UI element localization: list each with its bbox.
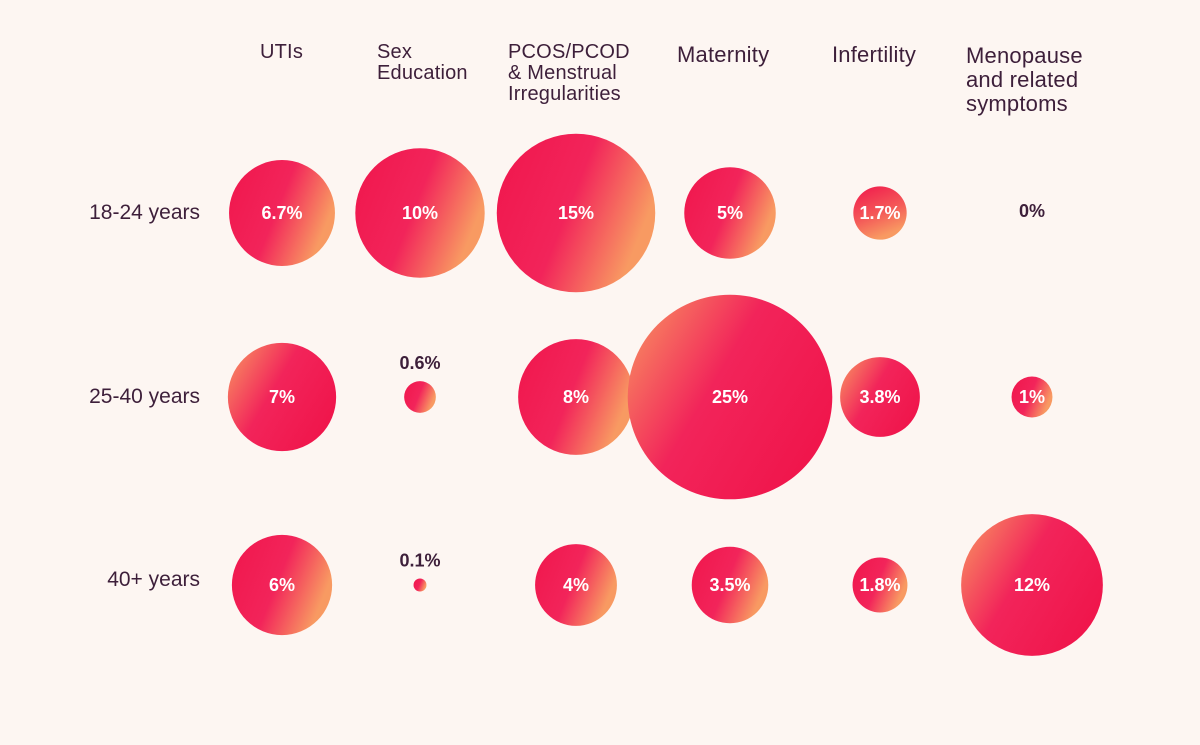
bubble-40-years-utis	[231, 534, 333, 636]
row-label-25-40: 25-40 years	[89, 385, 200, 408]
bubble-18-24-years-utis	[229, 160, 335, 266]
column-header-pcos: PCOS/PCOD & Menstrual Irregularities	[508, 41, 630, 105]
bubble-25-40-years-maternity	[627, 294, 833, 500]
column-header-maternity: Maternity	[677, 42, 770, 67]
value-label-40-years-infertility: 1.8%	[859, 575, 900, 595]
bubble-40-years-maternity	[691, 546, 769, 624]
column-header-menopause: Menopause and related symptoms	[966, 43, 1083, 116]
value-label-25-40-years-maternity: 25%	[712, 387, 748, 407]
bubble-25-40-years-sex	[404, 381, 436, 413]
bubble-18-24-years-sex	[355, 148, 485, 278]
row-label-18-24: 18-24 years	[89, 201, 200, 224]
bubble-25-40-years-menopause	[1011, 376, 1053, 418]
bubble-25-40-years-infertility	[840, 357, 920, 437]
bubble-25-40-years-pcos-pcod	[518, 339, 634, 455]
value-label-18-24-years-infertility: 1.7%	[859, 203, 900, 223]
value-label-40-years-utis: 6%	[269, 575, 295, 595]
value-label-25-40-years-menopause: 1%	[1019, 387, 1045, 407]
value-label-18-24-years-menopause: 0%	[1019, 201, 1045, 221]
value-label-40-years-menopause: 12%	[1014, 575, 1050, 595]
column-header-infertility: Infertility	[832, 42, 917, 67]
column-header-utis: UTIs	[260, 41, 304, 63]
value-label-18-24-years-sex: 10%	[402, 203, 438, 223]
value-label-25-40-years-infertility: 3.8%	[859, 387, 900, 407]
value-label-18-24-years-maternity: 5%	[717, 203, 743, 223]
value-label-18-24-years-utis: 6.7%	[261, 203, 302, 223]
bubble-18-24-years-pcos-pcod	[496, 133, 656, 293]
bubble-40-years-pcos-pcod	[535, 544, 617, 626]
bubble-40-years-menopause	[961, 514, 1103, 656]
column-header-sex-education: Sex Education	[377, 41, 468, 84]
value-label-40-years-maternity: 3.5%	[709, 575, 750, 595]
value-label-18-24-years-pcos-pcod: 15%	[558, 203, 594, 223]
bubble-40-years-infertility	[852, 557, 908, 613]
value-label-40-years-sex: 0.1%	[399, 551, 440, 571]
value-label-25-40-years-sex: 0.6%	[399, 353, 440, 373]
bubble-25-40-years-utis	[227, 342, 337, 452]
value-label-25-40-years-utis: 7%	[269, 387, 295, 407]
bubble-18-24-years-infertility	[853, 186, 907, 240]
bubble-40-years-sex	[413, 578, 427, 592]
row-label-40-plus: 40+ years	[107, 568, 200, 591]
bubble-18-24-years-maternity	[684, 167, 776, 259]
value-label-40-years-pcos-pcod: 4%	[563, 575, 589, 595]
value-label-25-40-years-pcos-pcod: 8%	[563, 387, 589, 407]
